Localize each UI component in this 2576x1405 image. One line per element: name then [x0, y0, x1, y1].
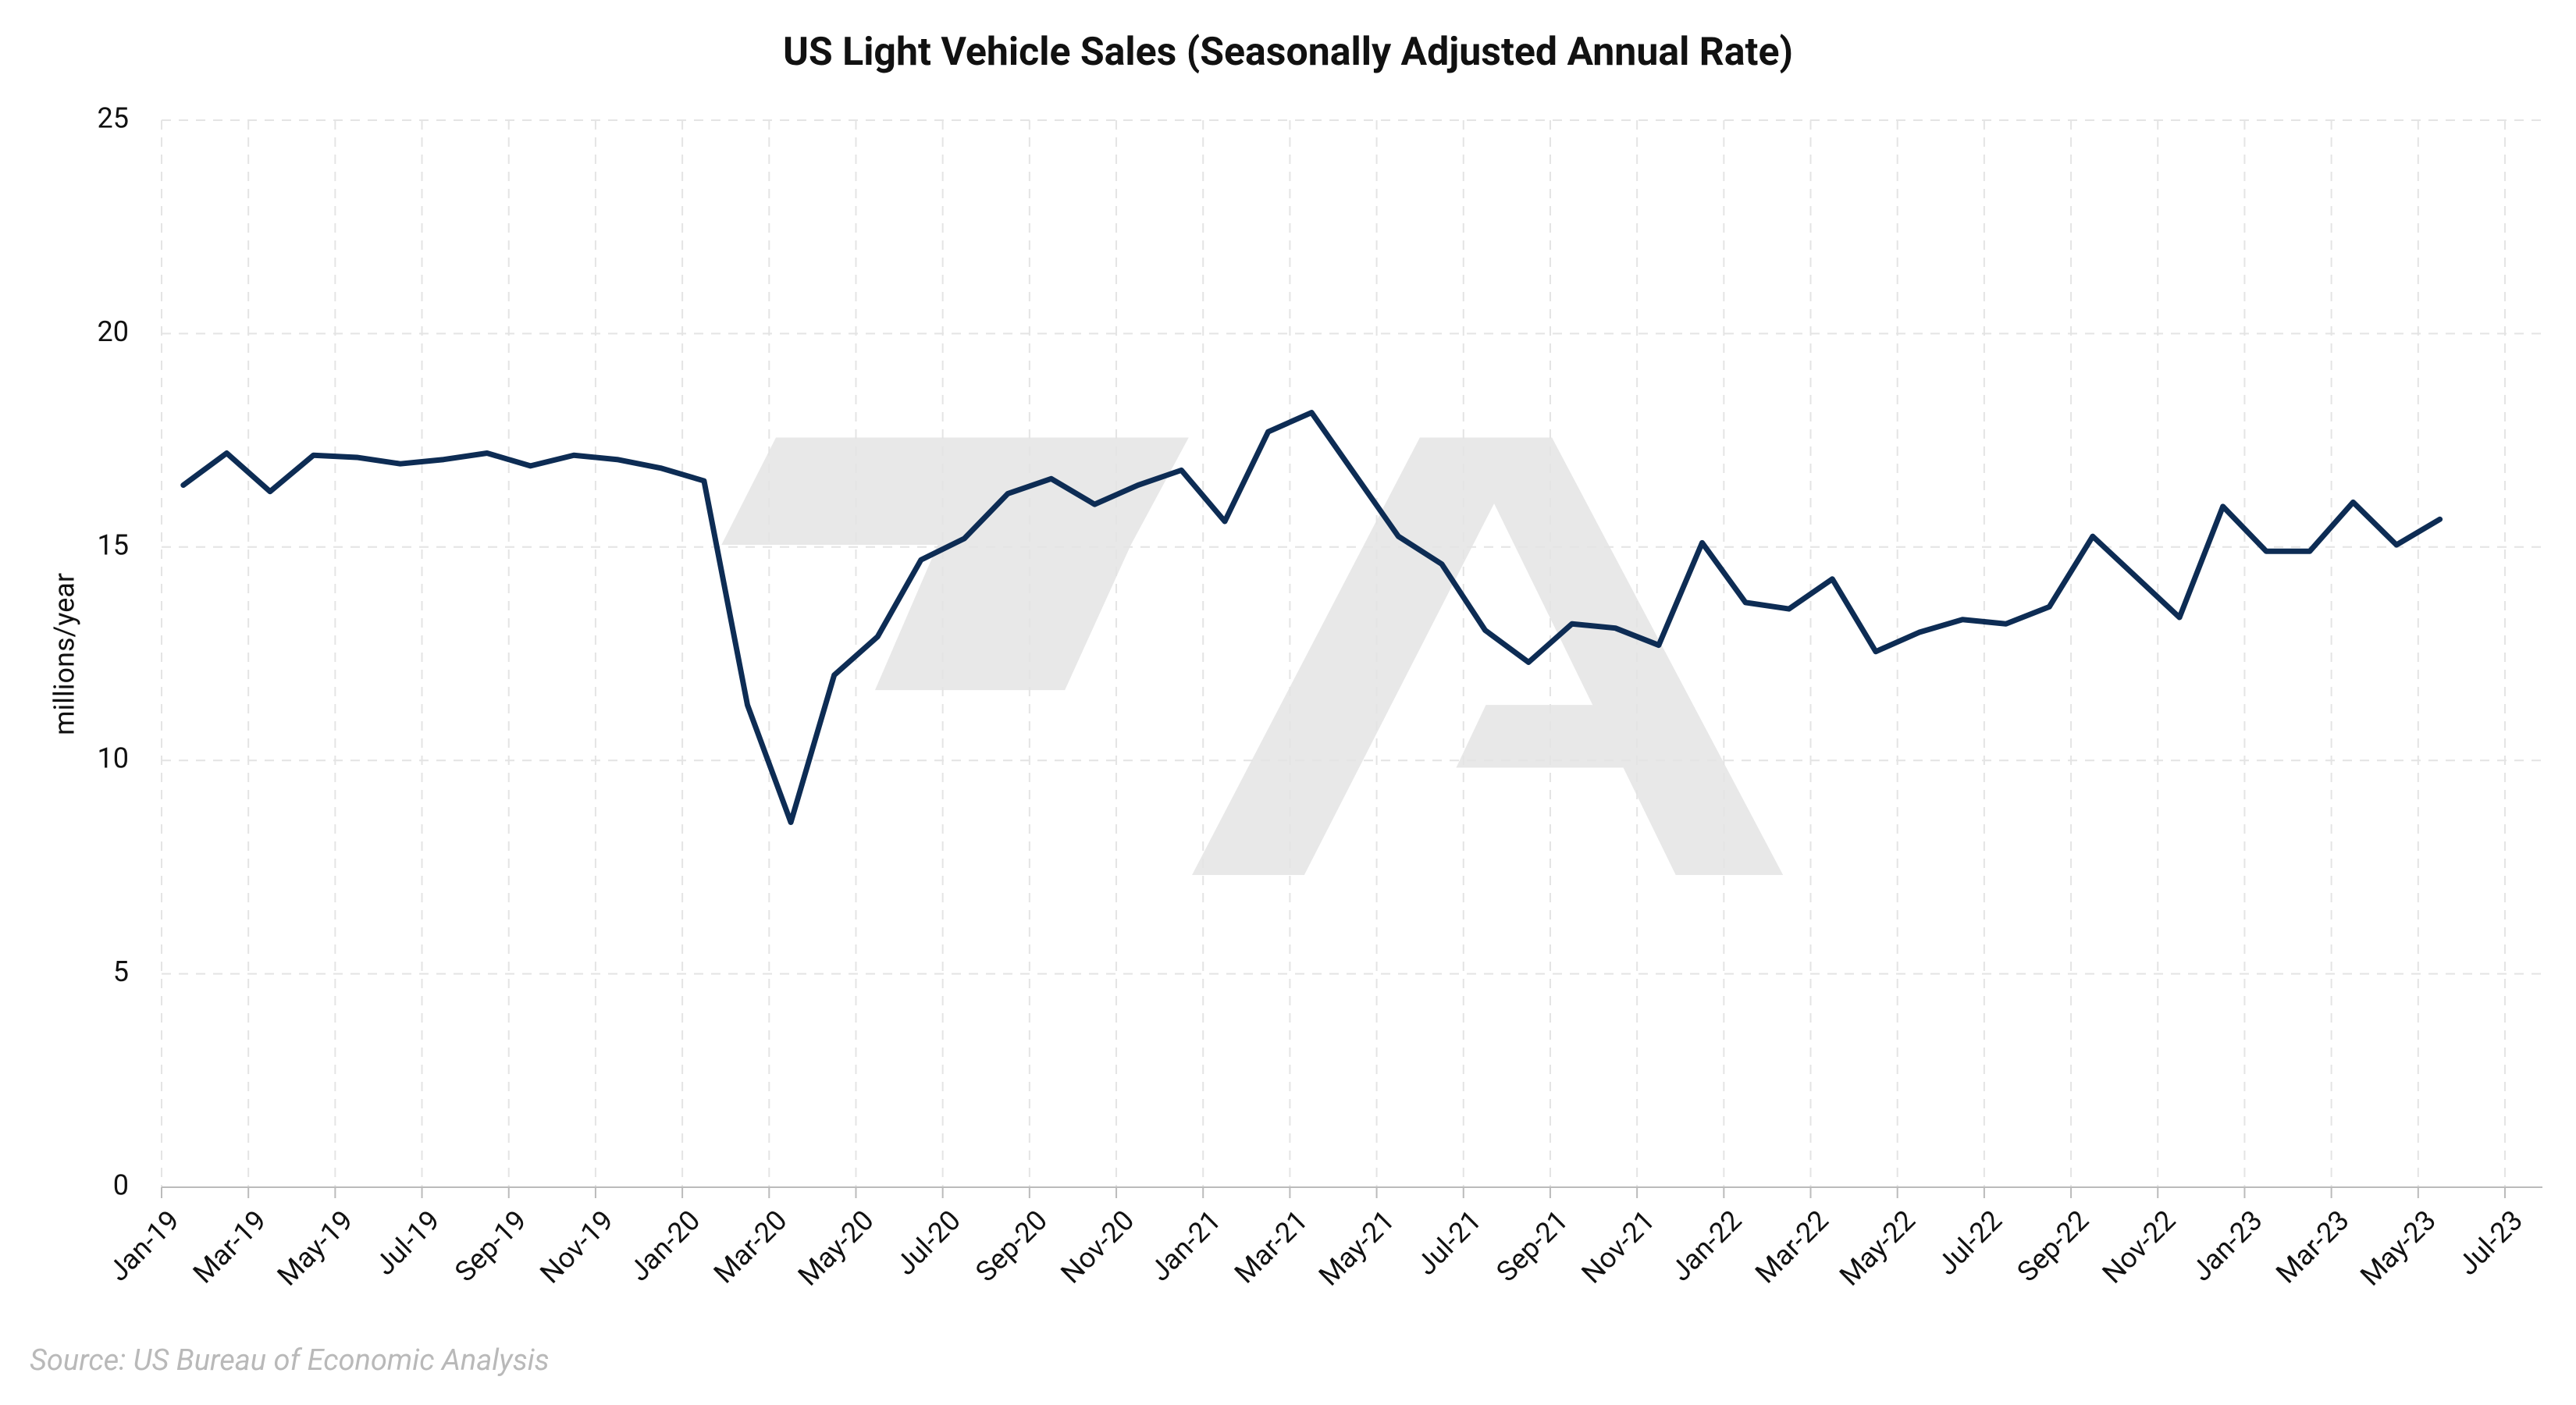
x-tick-label: Jul-23: [2451, 1204, 2529, 1282]
y-tick-label: 25: [98, 102, 129, 135]
x-tick-label: May-22: [1834, 1204, 1922, 1292]
y-axis-label: millions/year: [48, 573, 81, 735]
x-tick-label: May-19: [271, 1204, 359, 1292]
y-tick-label: 10: [98, 742, 129, 775]
y-tick-label: 15: [98, 528, 129, 561]
x-tick-label: Mar-19: [187, 1204, 272, 1289]
x-tick-label: Nov-22: [2096, 1204, 2182, 1289]
x-tick-label: May-21: [1312, 1204, 1400, 1292]
x-tick-label: Sep-21: [1490, 1204, 1574, 1288]
x-tick-label: Mar-22: [1749, 1204, 1835, 1289]
y-tick-label: 5: [113, 955, 129, 988]
x-tick-label: Jul-20: [889, 1204, 967, 1282]
y-tick-label: 20: [98, 315, 129, 348]
x-tick-label: Sep-20: [970, 1204, 1054, 1288]
x-tick-label: Jan-22: [1664, 1204, 1748, 1287]
x-tick-label: Jan-20: [623, 1204, 706, 1287]
x-tick-label: May-23: [2354, 1204, 2443, 1292]
x-tick-label: Jan-21: [1144, 1204, 1227, 1287]
x-tick-label: Jul-21: [1410, 1204, 1488, 1282]
x-tick-label: Nov-20: [1055, 1204, 1140, 1289]
x-tick-label: Jan-23: [2185, 1204, 2268, 1287]
x-tick-label: Mar-20: [707, 1204, 793, 1289]
source-note: Source: US Bureau of Economic Analysis: [30, 1343, 550, 1378]
chart-title: US Light Vehicle Sales (Seasonally Adjus…: [783, 30, 1793, 75]
x-tick-label: Jan-19: [102, 1204, 186, 1287]
x-tick-label: Nov-21: [1575, 1204, 1661, 1289]
x-tick-label: Sep-19: [449, 1204, 533, 1288]
x-tick-label: Sep-22: [2011, 1204, 2095, 1288]
x-tick-label: Mar-23: [2270, 1204, 2356, 1289]
y-tick-label: 0: [113, 1169, 129, 1202]
x-tick-label: May-20: [792, 1204, 880, 1292]
x-tick-label: Nov-19: [534, 1204, 620, 1289]
watermark: [721, 437, 1784, 875]
x-tick-label: Jul-19: [368, 1204, 447, 1282]
data-line: [180, 410, 2443, 825]
x-tick-label: Mar-21: [1228, 1204, 1314, 1289]
x-tick-label: Jul-22: [1930, 1204, 2008, 1282]
